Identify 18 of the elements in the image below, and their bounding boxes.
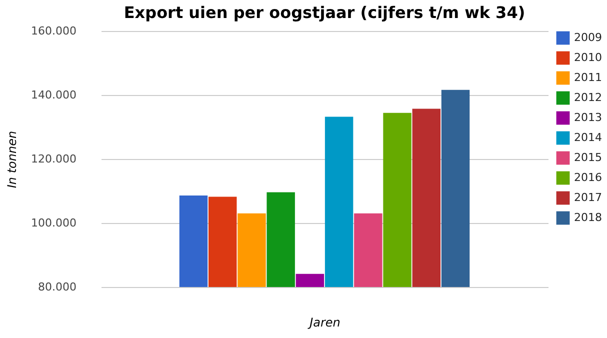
legend-label: 2017	[574, 191, 602, 204]
y-tick-label: 160.000	[31, 24, 76, 38]
legend-label: 2014	[574, 131, 602, 144]
legend-label: 2013	[574, 111, 602, 124]
y-tick-label: 120.000	[31, 152, 76, 166]
legend-label: 2016	[574, 171, 602, 184]
chart-title: Export uien per oogstjaar (cijfers t/m wk 34)	[124, 3, 526, 22]
legend-label: 2010	[574, 51, 602, 64]
y-tick-label: 100.000	[31, 216, 76, 230]
legend-label: 2011	[574, 71, 602, 84]
legend-label: 2012	[574, 91, 602, 104]
x-axis-title: Jaren	[308, 316, 340, 330]
legend-label: 2018	[574, 211, 602, 224]
legend-label: 2015	[574, 151, 602, 164]
y-tick-label: 80.000	[38, 280, 76, 294]
y-axis-title: In tonnen	[5, 130, 20, 188]
legend-label: 2009	[574, 31, 602, 44]
y-tick-label: 140.000	[31, 88, 76, 102]
